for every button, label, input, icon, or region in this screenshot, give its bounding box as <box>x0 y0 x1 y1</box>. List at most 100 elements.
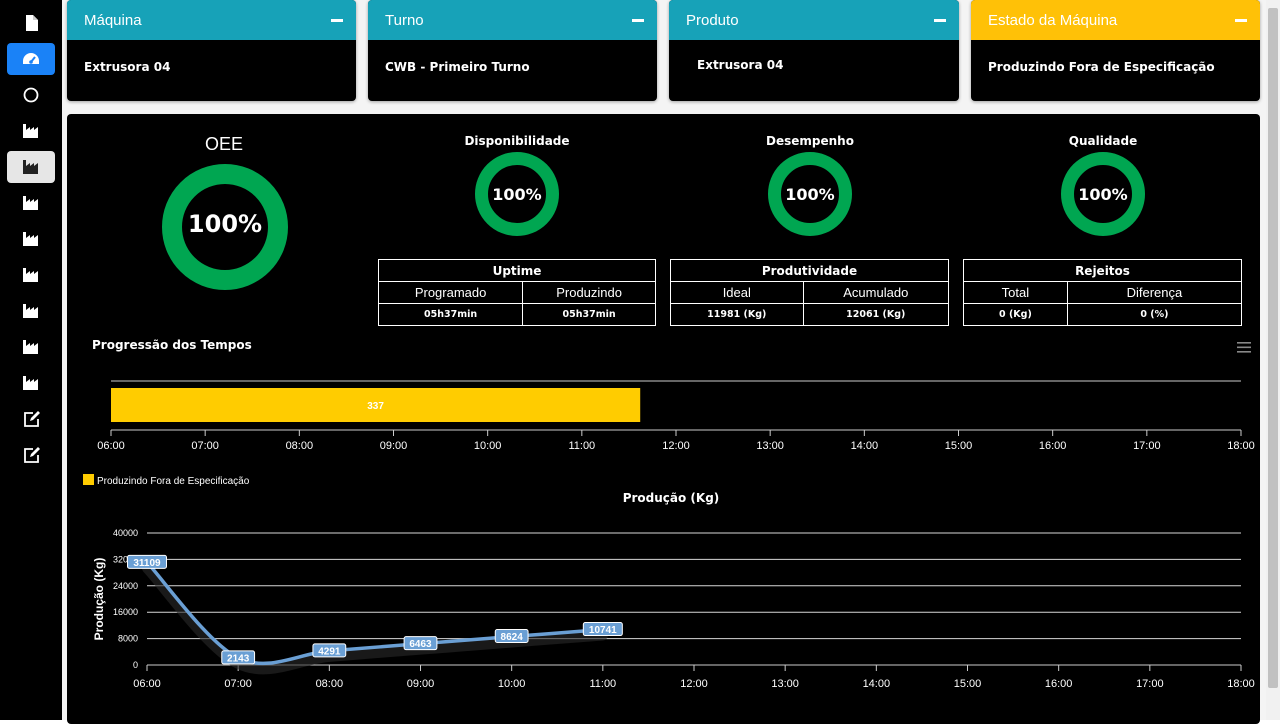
x-tick-label: 17:00 <box>1136 678 1164 690</box>
quality-gauge <box>1061 152 1145 236</box>
machine-state-card: Estado da Máquina Produzindo Fora de Esp… <box>971 0 1260 101</box>
oee-gauge <box>162 164 288 290</box>
file-icon <box>25 15 38 31</box>
productivity-table: Produtividade Ideal Acumulado 11981 (Kg)… <box>670 259 950 326</box>
timeline-bar <box>111 388 641 422</box>
machine-state-card-value: Produzindo Fora de Especificação <box>988 60 1215 74</box>
timeline-tick-label: 18:00 <box>1227 440 1255 452</box>
productivity-accumulated-header: Acumulado <box>802 281 950 304</box>
shift-card-value: CWB - Primeiro Turno <box>385 60 530 74</box>
sidebar-item-edit-1[interactable] <box>7 403 55 435</box>
data-label: 10741 <box>589 625 617 636</box>
product-card-title: Produto <box>686 11 739 29</box>
sidebar-item-edit-2[interactable] <box>7 439 55 471</box>
productivity-ideal-header: Ideal <box>670 281 804 304</box>
legend-swatch <box>83 474 94 485</box>
rejects-table-title: Rejeitos <box>963 259 1242 282</box>
sidebar-item-factory-8[interactable] <box>7 367 55 399</box>
timeline-chart: 337 06:00 07:00 08:00 09:00 10:00 11:00 12:00 13… <box>83 380 1255 487</box>
factory-icon <box>22 232 38 246</box>
timeline-tick-label: 16:00 <box>1039 440 1067 452</box>
availability-value: 100% <box>492 185 542 204</box>
factory-icon <box>22 268 38 282</box>
edit-icon <box>23 447 40 463</box>
product-card-header: Produto <box>669 0 959 40</box>
data-label-box <box>221 650 256 665</box>
uptime-scheduled-value: 05h37min <box>377 303 524 326</box>
x-tick-label: 06:00 <box>133 678 161 690</box>
factory-icon <box>22 304 38 318</box>
x-tick-label: 13:00 <box>771 678 799 690</box>
availability-title: Disponibilidade <box>464 134 570 148</box>
series-shadow <box>142 563 608 675</box>
sidebar-item-report[interactable] <box>7 7 55 39</box>
data-label-box <box>582 622 623 637</box>
factory-icon <box>22 376 38 390</box>
timeline-tick-label: 07:00 <box>191 440 219 452</box>
machine-card-title: Máquina <box>84 11 142 29</box>
x-tick-label: 08:00 <box>316 678 344 690</box>
performance-value: 100% <box>785 185 835 204</box>
timeline-tick-label: 08:00 <box>286 440 314 452</box>
machine-state-card-header: Estado da Máquina <box>971 0 1260 40</box>
sidebar-item-factory-5[interactable] <box>7 259 55 291</box>
shift-card: Turno CWB - Primeiro Turno <box>368 0 657 101</box>
minus-icon[interactable] <box>632 18 644 22</box>
timeline-tick-label: 15:00 <box>945 440 973 452</box>
timeline-tick-label: 10:00 <box>474 440 502 452</box>
timeline-tick-label: 11:00 <box>568 440 595 452</box>
data-label-box <box>312 643 347 658</box>
main-content: Máquina Extrusora 04 Turno CWB - Primeir… <box>62 0 1266 724</box>
rejects-difference-header: Diferença <box>1066 281 1243 304</box>
legend-label: Produzindo Fora de Especificação <box>97 476 250 487</box>
timeline-title: Progressão dos Tempos <box>92 338 252 352</box>
x-tick-label: 16:00 <box>1045 678 1073 690</box>
sidebar-item-factory-4[interactable] <box>7 223 55 255</box>
scrollbar-thumb[interactable] <box>1268 8 1278 688</box>
product-card: Produto Extrusora 04 <box>669 0 959 101</box>
machine-card-header: Máquina <box>67 0 356 40</box>
y-tick-label: 8000 <box>118 634 138 644</box>
sidebar-item-factory-6[interactable] <box>7 295 55 327</box>
timeline-bar-label: 337 <box>367 401 384 412</box>
y-tick-label: 16000 <box>113 607 138 617</box>
machine-card-value: Extrusora 04 <box>84 60 171 74</box>
data-label: 2143 <box>227 653 250 664</box>
quality-title: Qualidade <box>1068 134 1138 148</box>
minus-icon[interactable] <box>1235 18 1247 22</box>
product-card-value: Extrusora 04 <box>697 58 784 72</box>
minus-icon[interactable] <box>934 18 946 22</box>
shift-card-header: Turno <box>368 0 657 40</box>
timeline-tick-label: 09:00 <box>380 440 408 452</box>
machine-state-card-title: Estado da Máquina <box>988 11 1118 29</box>
data-label: 8624 <box>501 632 524 643</box>
x-tick-label: 14:00 <box>863 678 891 690</box>
minus-icon[interactable] <box>331 18 343 22</box>
data-label-box <box>494 629 529 644</box>
scrollbar[interactable] <box>1266 0 1280 720</box>
sidebar-item-factory-3[interactable] <box>7 187 55 219</box>
sidebar-item-dashboard[interactable] <box>7 43 55 75</box>
availability-gauge <box>475 152 559 236</box>
circle-icon <box>23 87 39 103</box>
y-tick-label: 0 <box>133 660 138 670</box>
factory-icon <box>22 196 38 210</box>
rejects-table: Rejeitos Total Diferença 0 (Kg) 0 (%) <box>963 259 1243 326</box>
factory-icon <box>22 340 38 354</box>
productivity-accumulated-value: 12061 (Kg) <box>802 303 950 326</box>
productivity-ideal-value: 11981 (Kg) <box>670 303 804 326</box>
uptime-producing-value: 05h37min <box>522 303 656 326</box>
sidebar-item-factory-1[interactable] <box>7 115 55 147</box>
data-label: 31109 <box>133 558 161 569</box>
gauge-icon <box>23 53 39 64</box>
sidebar-item-factory-2[interactable] <box>7 151 55 183</box>
y-tick-label: 40000 <box>113 528 138 538</box>
rejects-total-header: Total <box>963 281 1068 304</box>
timeline-tick-label: 06:00 <box>97 440 125 452</box>
timeline-tick-label: 13:00 <box>756 440 784 452</box>
hamburger-menu-icon[interactable] <box>1237 342 1251 353</box>
x-tick-label: 09:00 <box>407 678 435 690</box>
oee-title: OEE <box>204 134 243 154</box>
sidebar-item-factory-7[interactable] <box>7 331 55 363</box>
sidebar-item-circle[interactable] <box>7 79 55 111</box>
